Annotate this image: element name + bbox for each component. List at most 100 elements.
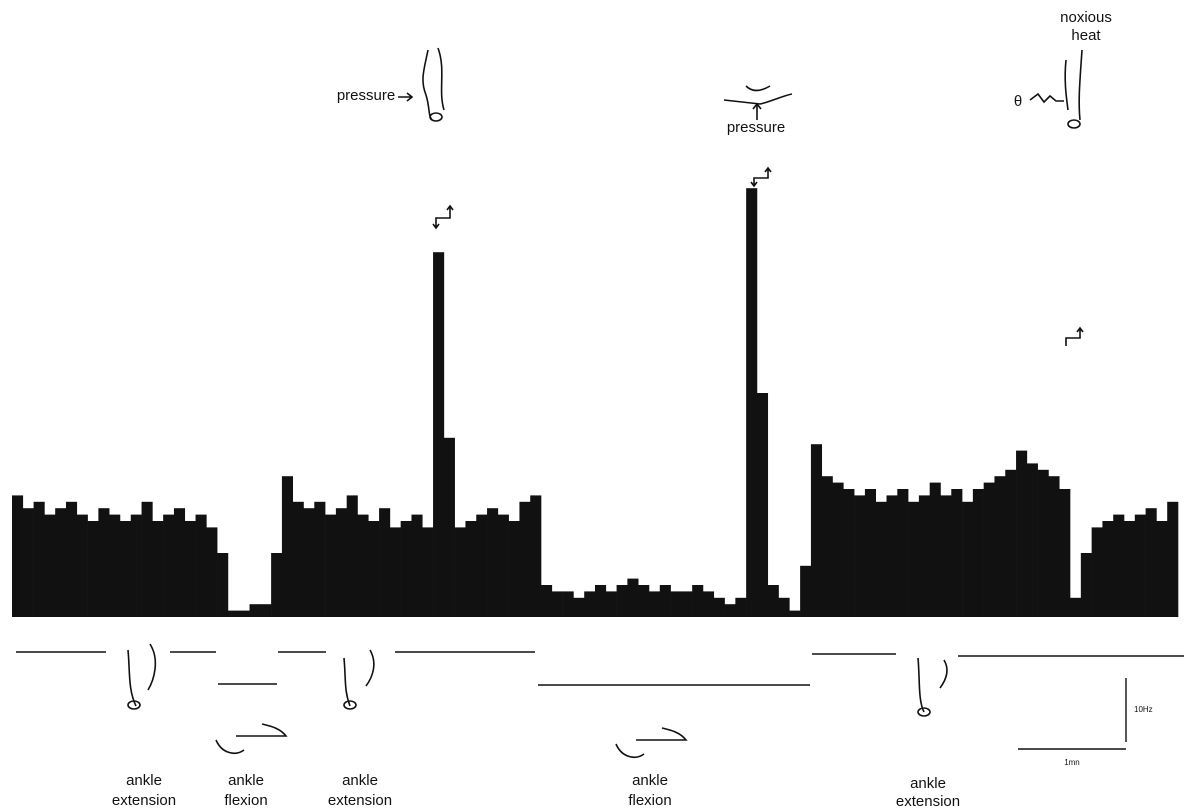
rate-bar	[1124, 521, 1136, 617]
stimulus-label: pressure	[727, 119, 785, 136]
movement-label: ankle	[632, 772, 668, 789]
rate-bar	[314, 501, 326, 617]
rate-bar	[98, 508, 110, 617]
rate-bar	[325, 514, 337, 617]
rate-bar	[1037, 469, 1049, 617]
rate-bar	[562, 591, 574, 617]
rate-bar	[281, 476, 294, 617]
rate-bar	[778, 597, 790, 617]
rate-bar	[454, 527, 466, 617]
rate-bar	[260, 604, 272, 617]
rate-bar	[573, 597, 585, 617]
rate-bar	[346, 495, 358, 617]
rate-bar	[789, 610, 801, 617]
rate-bar	[821, 476, 833, 617]
rate-bar	[1134, 514, 1146, 617]
rate-bar	[195, 514, 207, 617]
rate-bar	[1005, 469, 1017, 617]
scale-bar-label: 10Hz	[1134, 705, 1153, 714]
rate-bar	[530, 495, 542, 617]
rate-bar	[681, 591, 693, 617]
rate-bar	[109, 514, 121, 617]
rate-bar	[724, 604, 736, 617]
rate-bar	[1080, 553, 1092, 617]
rate-bar	[519, 501, 531, 617]
rate-bar	[206, 527, 218, 617]
rate-bar	[303, 508, 315, 617]
stimulus-label: θ	[1014, 93, 1022, 110]
rate-bar	[476, 514, 488, 617]
rate-bar	[929, 482, 941, 617]
stimulus-label: pressure	[337, 87, 395, 104]
rate-bar	[152, 521, 164, 617]
rate-bar	[875, 501, 887, 617]
rate-bar	[411, 514, 423, 617]
rate-bar	[1070, 597, 1082, 617]
rate-bar	[605, 591, 617, 617]
rate-bar	[897, 489, 909, 617]
rate-bar	[130, 514, 142, 617]
rate-bar	[1102, 521, 1114, 617]
rate-bar	[1091, 527, 1103, 617]
rate-bar	[379, 508, 391, 617]
rate-bar	[1048, 476, 1060, 617]
movement-label: extension	[896, 793, 960, 810]
rate-bar	[735, 597, 747, 617]
stimulus-label: heat	[1071, 27, 1101, 44]
movement-label: extension	[112, 792, 176, 809]
rate-bar	[972, 489, 984, 617]
rate-bar	[756, 393, 769, 617]
rate-bar	[692, 585, 704, 617]
rate-bar	[33, 501, 45, 617]
rate-bar	[648, 591, 661, 617]
rate-bar	[1016, 450, 1028, 617]
sketches	[398, 47, 1084, 346]
rate-bar	[271, 553, 283, 617]
rate-bar	[249, 604, 261, 617]
rate-bar	[65, 501, 78, 617]
rate-bar	[918, 495, 930, 617]
rate-bar	[1145, 508, 1157, 617]
rate-bar	[908, 501, 920, 617]
rate-bar	[962, 501, 974, 617]
rate-bar	[843, 489, 855, 617]
rate-bar	[497, 514, 509, 617]
rate-bar	[55, 508, 67, 617]
rate-bar	[983, 482, 995, 617]
rate-bar	[551, 591, 563, 617]
rate-bar	[44, 514, 56, 617]
rate-bar	[810, 444, 823, 617]
rate-bar	[357, 514, 369, 617]
scale-bar-label: 1mn	[1064, 758, 1080, 767]
movement-label: ankle	[342, 772, 378, 789]
rate-bar	[12, 495, 24, 617]
rate-bar	[184, 521, 196, 617]
rate-bar	[173, 508, 186, 617]
rate-bar	[746, 188, 758, 617]
rate-bar	[141, 501, 153, 617]
rate-bar	[422, 527, 434, 617]
rate-bar	[670, 591, 682, 617]
movement-label: ankle	[126, 772, 162, 789]
rate-bar	[994, 476, 1006, 617]
rate-bar	[659, 585, 671, 617]
position-trace	[16, 643, 1184, 758]
rate-bar	[951, 489, 963, 617]
rate-bar	[400, 521, 412, 617]
rate-bar	[702, 591, 715, 617]
rate-bar	[119, 521, 132, 617]
rate-bar	[854, 495, 866, 617]
rate-bar	[800, 565, 812, 617]
movement-label: flexion	[628, 792, 671, 809]
movement-label: ankle	[910, 775, 946, 792]
rate-bar	[1059, 489, 1071, 617]
rate-bar	[1026, 463, 1038, 617]
rate-bar	[886, 495, 898, 617]
rate-bar	[1156, 521, 1168, 617]
rate-bar	[76, 514, 88, 617]
rate-bar	[368, 521, 380, 617]
rate-bar	[864, 489, 877, 617]
rate-bar	[508, 521, 520, 617]
